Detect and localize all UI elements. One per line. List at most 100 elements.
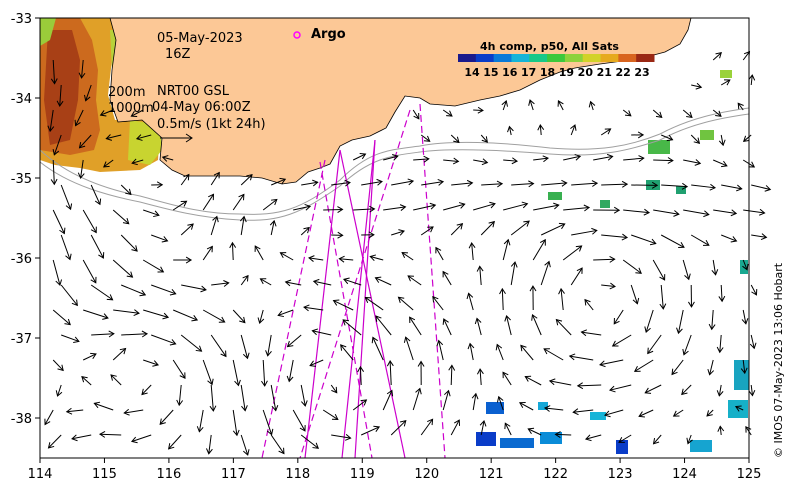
colorbar-tick-label: 15 <box>483 66 498 79</box>
current-vector-arrow <box>180 173 190 186</box>
current-vector-arrow <box>123 408 144 416</box>
current-vector-arrow <box>279 252 294 261</box>
lat-tick-label: -33 <box>11 12 32 27</box>
current-vector-arrow <box>50 159 58 186</box>
current-vector-arrow <box>65 407 84 415</box>
colorbar-tick-label: 14 <box>464 66 480 79</box>
current-vector-arrow <box>496 395 504 411</box>
current-vector-arrow <box>403 336 414 361</box>
current-vector-arrow <box>361 231 375 239</box>
current-vector-arrow <box>473 106 484 114</box>
current-vector-arrow <box>82 352 97 361</box>
current-vector-arrow <box>412 387 422 411</box>
colorbar-segment <box>493 54 512 62</box>
current-vector-arrow <box>713 209 738 217</box>
current-vector-arrow <box>323 206 344 214</box>
current-vector-arrow <box>232 409 240 437</box>
current-vector-arrow <box>331 231 344 239</box>
current-vector-arrow <box>343 277 362 286</box>
colorbar-segment <box>636 54 655 62</box>
current-vector-arrow <box>571 180 599 187</box>
current-vector-arrow <box>713 159 728 168</box>
current-vector-arrow <box>361 178 383 186</box>
current-vector-arrow <box>374 276 392 286</box>
colorbar-ticks: 14 15 16 17 18 19 20 21 22 23 <box>464 66 649 79</box>
current-vector-arrow <box>690 234 710 246</box>
current-vector-arrow <box>130 109 144 118</box>
current-vector-arrow <box>413 202 437 211</box>
current-vector-arrow <box>537 124 545 136</box>
current-vector-arrow <box>312 278 332 286</box>
current-vector-arrow <box>284 279 302 287</box>
colorbar-segment <box>511 54 530 62</box>
current-vector-arrow <box>442 318 452 336</box>
current-vector-arrow <box>466 292 474 311</box>
current-vector-arrow <box>631 131 645 139</box>
colorbar-segment <box>564 54 584 62</box>
current-vector-arrow <box>240 384 248 412</box>
current-vector-arrow <box>633 359 654 372</box>
current-vector-arrow <box>60 234 72 261</box>
current-vector-arrow <box>686 434 693 445</box>
current-vector-arrow <box>142 259 165 273</box>
current-vector-arrow <box>749 334 757 350</box>
colorbar-tick-label: 18 <box>540 66 555 79</box>
current-vector-arrow <box>390 419 407 436</box>
current-vector-arrow <box>90 234 105 259</box>
current-vector-arrow <box>571 227 598 236</box>
current-vector-arrow <box>671 359 684 376</box>
current-vector-arrow <box>659 284 667 310</box>
current-vector-arrow <box>340 344 354 361</box>
lon-tick-label: 121 <box>479 467 504 482</box>
current-vector-arrow <box>750 284 758 296</box>
current-vector-arrow <box>112 209 130 225</box>
current-vector-arrow <box>435 246 444 261</box>
current-vector-arrow <box>172 200 188 211</box>
current-vector-arrow <box>50 59 58 85</box>
current-vector-arrow <box>277 309 294 318</box>
current-vector-arrow <box>524 375 542 386</box>
current-vector-arrow <box>121 330 149 338</box>
current-vector-arrow <box>717 425 725 436</box>
current-vector-arrow <box>661 134 674 142</box>
lon-tick-label: 125 <box>737 467 762 482</box>
current-vector-arrow <box>270 384 279 412</box>
current-vector-arrow <box>558 287 565 311</box>
argo-label: Argo <box>311 27 346 42</box>
current-vector-arrow <box>450 222 464 236</box>
current-vector-arrow <box>652 109 663 119</box>
current-vector-arrow <box>81 375 92 386</box>
current-vector-arrow <box>476 265 484 286</box>
current-vector-arrow <box>300 434 320 449</box>
current-vector-arrow <box>652 259 666 281</box>
current-vector-arrow <box>622 259 642 274</box>
current-vector-arrow <box>143 359 160 367</box>
current-vector-arrow <box>601 282 616 290</box>
current-vector-arrow <box>510 220 530 236</box>
current-vector-arrow <box>502 238 511 261</box>
current-vector-arrow <box>711 259 719 276</box>
current-vector-arrow <box>720 79 731 86</box>
current-vector-arrow <box>254 245 264 261</box>
current-vector-arrow <box>261 359 268 387</box>
current-vector-arrow <box>269 219 277 236</box>
current-vector-arrow <box>540 222 566 236</box>
scale-label: 0.5m/s (1kt 24h) <box>157 117 266 132</box>
lat-tick-label: -35 <box>11 172 32 187</box>
current-vector-arrow <box>180 334 203 352</box>
current-vector-arrow <box>55 384 63 397</box>
current-vector-arrow <box>599 359 624 368</box>
current-vector-arrow <box>60 184 73 211</box>
current-vector-arrow <box>541 179 568 187</box>
current-vector-arrow <box>90 284 114 301</box>
current-vector-arrow <box>173 309 199 322</box>
current-vector-arrow <box>82 209 97 234</box>
current-vector-arrow <box>143 209 160 218</box>
current-vector-arrow <box>504 422 512 436</box>
current-vector-arrow <box>584 434 602 442</box>
current-vector-arrow <box>364 296 384 311</box>
current-vector-arrow <box>300 226 310 236</box>
current-vector-arrow <box>554 431 572 439</box>
current-vector-arrow <box>593 206 621 214</box>
current-vector-arrow <box>338 255 354 263</box>
